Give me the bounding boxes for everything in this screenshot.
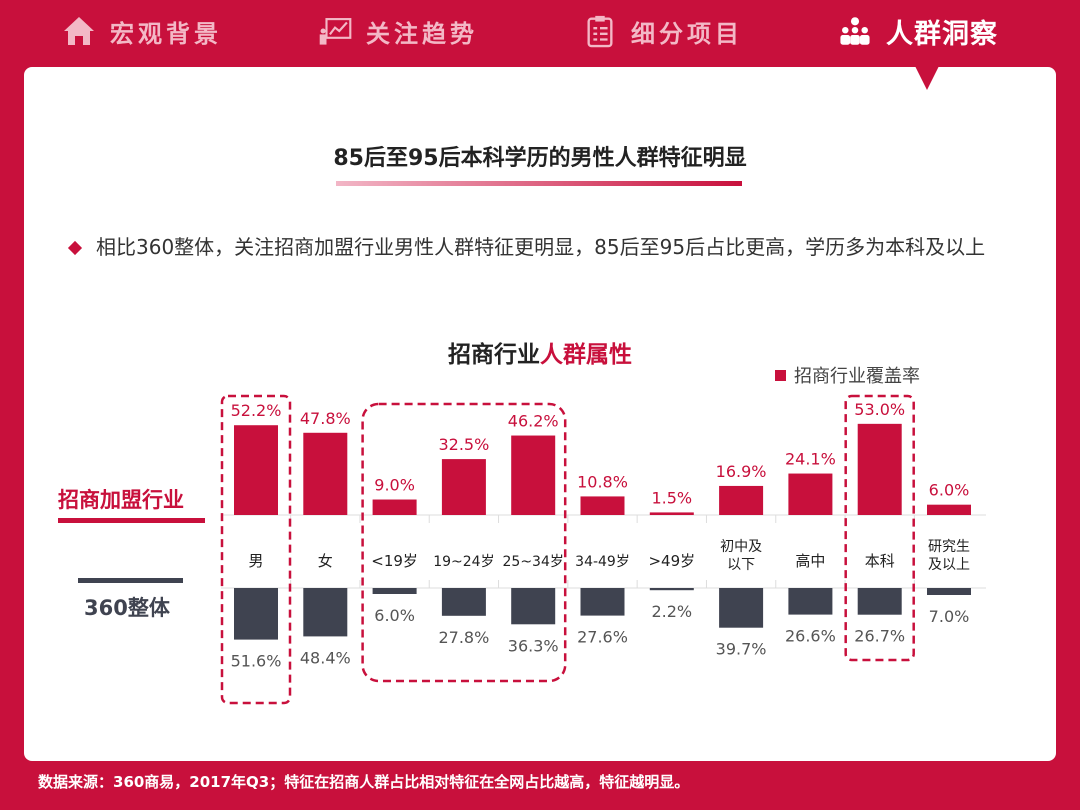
bar-overall [788, 588, 833, 615]
bar-overall [511, 588, 556, 625]
bar-industry [719, 485, 764, 515]
bar-overall [719, 588, 764, 628]
category-label: 25~34岁 [503, 554, 564, 570]
category-label: 及以上 [928, 557, 970, 573]
bar-overall [857, 588, 902, 615]
bar-industry [857, 423, 902, 515]
bar-overall [441, 588, 486, 616]
chart-title-highlight: 人群属性 [540, 342, 632, 368]
nav-label: 细分项目 [631, 19, 743, 48]
legend-swatch [775, 369, 786, 381]
trend-chart-icon [319, 18, 352, 45]
legend-label: 招商行业覆盖率 [794, 366, 920, 387]
active-tab-indicator [913, 62, 941, 90]
data-label-overall: 2.2% [651, 602, 692, 621]
category-label: 女 [318, 552, 333, 570]
bar-industry [580, 496, 625, 515]
data-label-overall: 27.6% [577, 628, 628, 647]
nav-item-segments[interactable]: 细分项目 [583, 12, 743, 50]
data-label-overall: 6.0% [374, 606, 415, 625]
category-label: 初中及 [720, 538, 762, 555]
category-label: >49岁 [648, 552, 695, 570]
data-label-industry: 10.8% [577, 472, 628, 491]
data-label-industry: 9.0% [374, 476, 415, 495]
bar-industry [372, 499, 417, 515]
bar-overall [234, 588, 278, 640]
top-nav: 宏观背景 关注趋势 细分项目 人群洞察 [0, 0, 1080, 62]
data-label-overall: 27.8% [438, 628, 489, 647]
highlight-box [844, 394, 915, 662]
bar-overall [303, 588, 348, 637]
category-label: 高中 [795, 552, 825, 570]
bullet-point: 相比360整体，关注招商加盟行业男性人群特征更明显，85后至95后占比更高，学历… [67, 230, 1010, 265]
category-label: 研究生 [928, 539, 970, 555]
title-underline [336, 181, 742, 186]
category-label: 以下 [727, 557, 755, 573]
bar-industry [927, 504, 971, 515]
series-label-overall: 360整体 [84, 596, 170, 620]
series-label-industry: 招商加盟行业 [58, 488, 184, 512]
bar-overall [649, 588, 694, 591]
bar-overall [927, 588, 971, 595]
data-label-overall: 51.6% [231, 652, 282, 671]
data-label-industry: 46.2% [508, 412, 559, 431]
series-line-overall [78, 578, 183, 583]
bar-overall [580, 588, 625, 616]
category-label: 本科 [865, 552, 895, 570]
bullet-text: 相比360整体，关注招商加盟行业男性人群特征更明显，85后至95后占比更高，学历… [96, 235, 986, 259]
nav-item-trend[interactable]: 关注趋势 [318, 12, 478, 50]
chart-legend: 招商行业覆盖率 [775, 362, 920, 388]
chart-title: 招商行业人群属性 [0, 335, 1080, 369]
series-line-industry [58, 518, 205, 523]
bar-industry [788, 473, 833, 515]
data-label-overall: 26.6% [785, 627, 836, 646]
data-label-overall: 7.0% [929, 607, 970, 626]
bar-industry [511, 435, 556, 515]
data-label-industry: 16.9% [716, 462, 767, 481]
data-label-industry: 24.1% [785, 450, 836, 469]
category-label: 34-49岁 [575, 554, 630, 570]
bar-industry [234, 425, 278, 515]
bar-overall [372, 588, 417, 594]
chart-title-prefix: 招商行业 [448, 342, 540, 368]
people-icon [840, 17, 870, 45]
nav-item-macro[interactable]: 宏观背景 [62, 12, 222, 50]
nav-item-audience[interactable]: 人群洞察 [838, 12, 998, 50]
bar-industry [303, 432, 348, 515]
nav-label: 宏观背景 [110, 19, 222, 48]
data-label-industry: 1.5% [651, 488, 692, 507]
category-label: 19~24岁 [433, 554, 494, 570]
category-label: <19岁 [371, 552, 418, 570]
data-label-overall: 39.7% [716, 640, 767, 659]
data-label-industry: 52.2% [231, 401, 282, 420]
data-label-overall: 36.3% [508, 636, 559, 655]
home-icon [64, 17, 94, 45]
data-label-industry: 47.8% [300, 409, 351, 428]
nav-label: 人群洞察 [886, 18, 998, 50]
data-label-industry: 6.0% [929, 481, 970, 500]
highlight-box [361, 402, 567, 683]
data-label-overall: 48.4% [300, 648, 351, 667]
data-label-industry: 32.5% [438, 435, 489, 454]
data-label-industry: 53.0% [854, 400, 905, 419]
category-label: 男 [248, 552, 263, 570]
bar-industry [649, 512, 694, 515]
bar-industry [441, 459, 486, 515]
footer-source: 数据来源：360商易，2017年Q3；特征在招商人群占比相对特征在全网占比越高，… [38, 773, 690, 791]
highlight-box [220, 394, 292, 705]
data-label-overall: 26.7% [854, 627, 905, 646]
page-title: 85后至95后本科学历的男性人群特征明显 [333, 146, 747, 171]
clipboard-icon [587, 15, 613, 48]
nav-label: 关注趋势 [366, 19, 478, 48]
